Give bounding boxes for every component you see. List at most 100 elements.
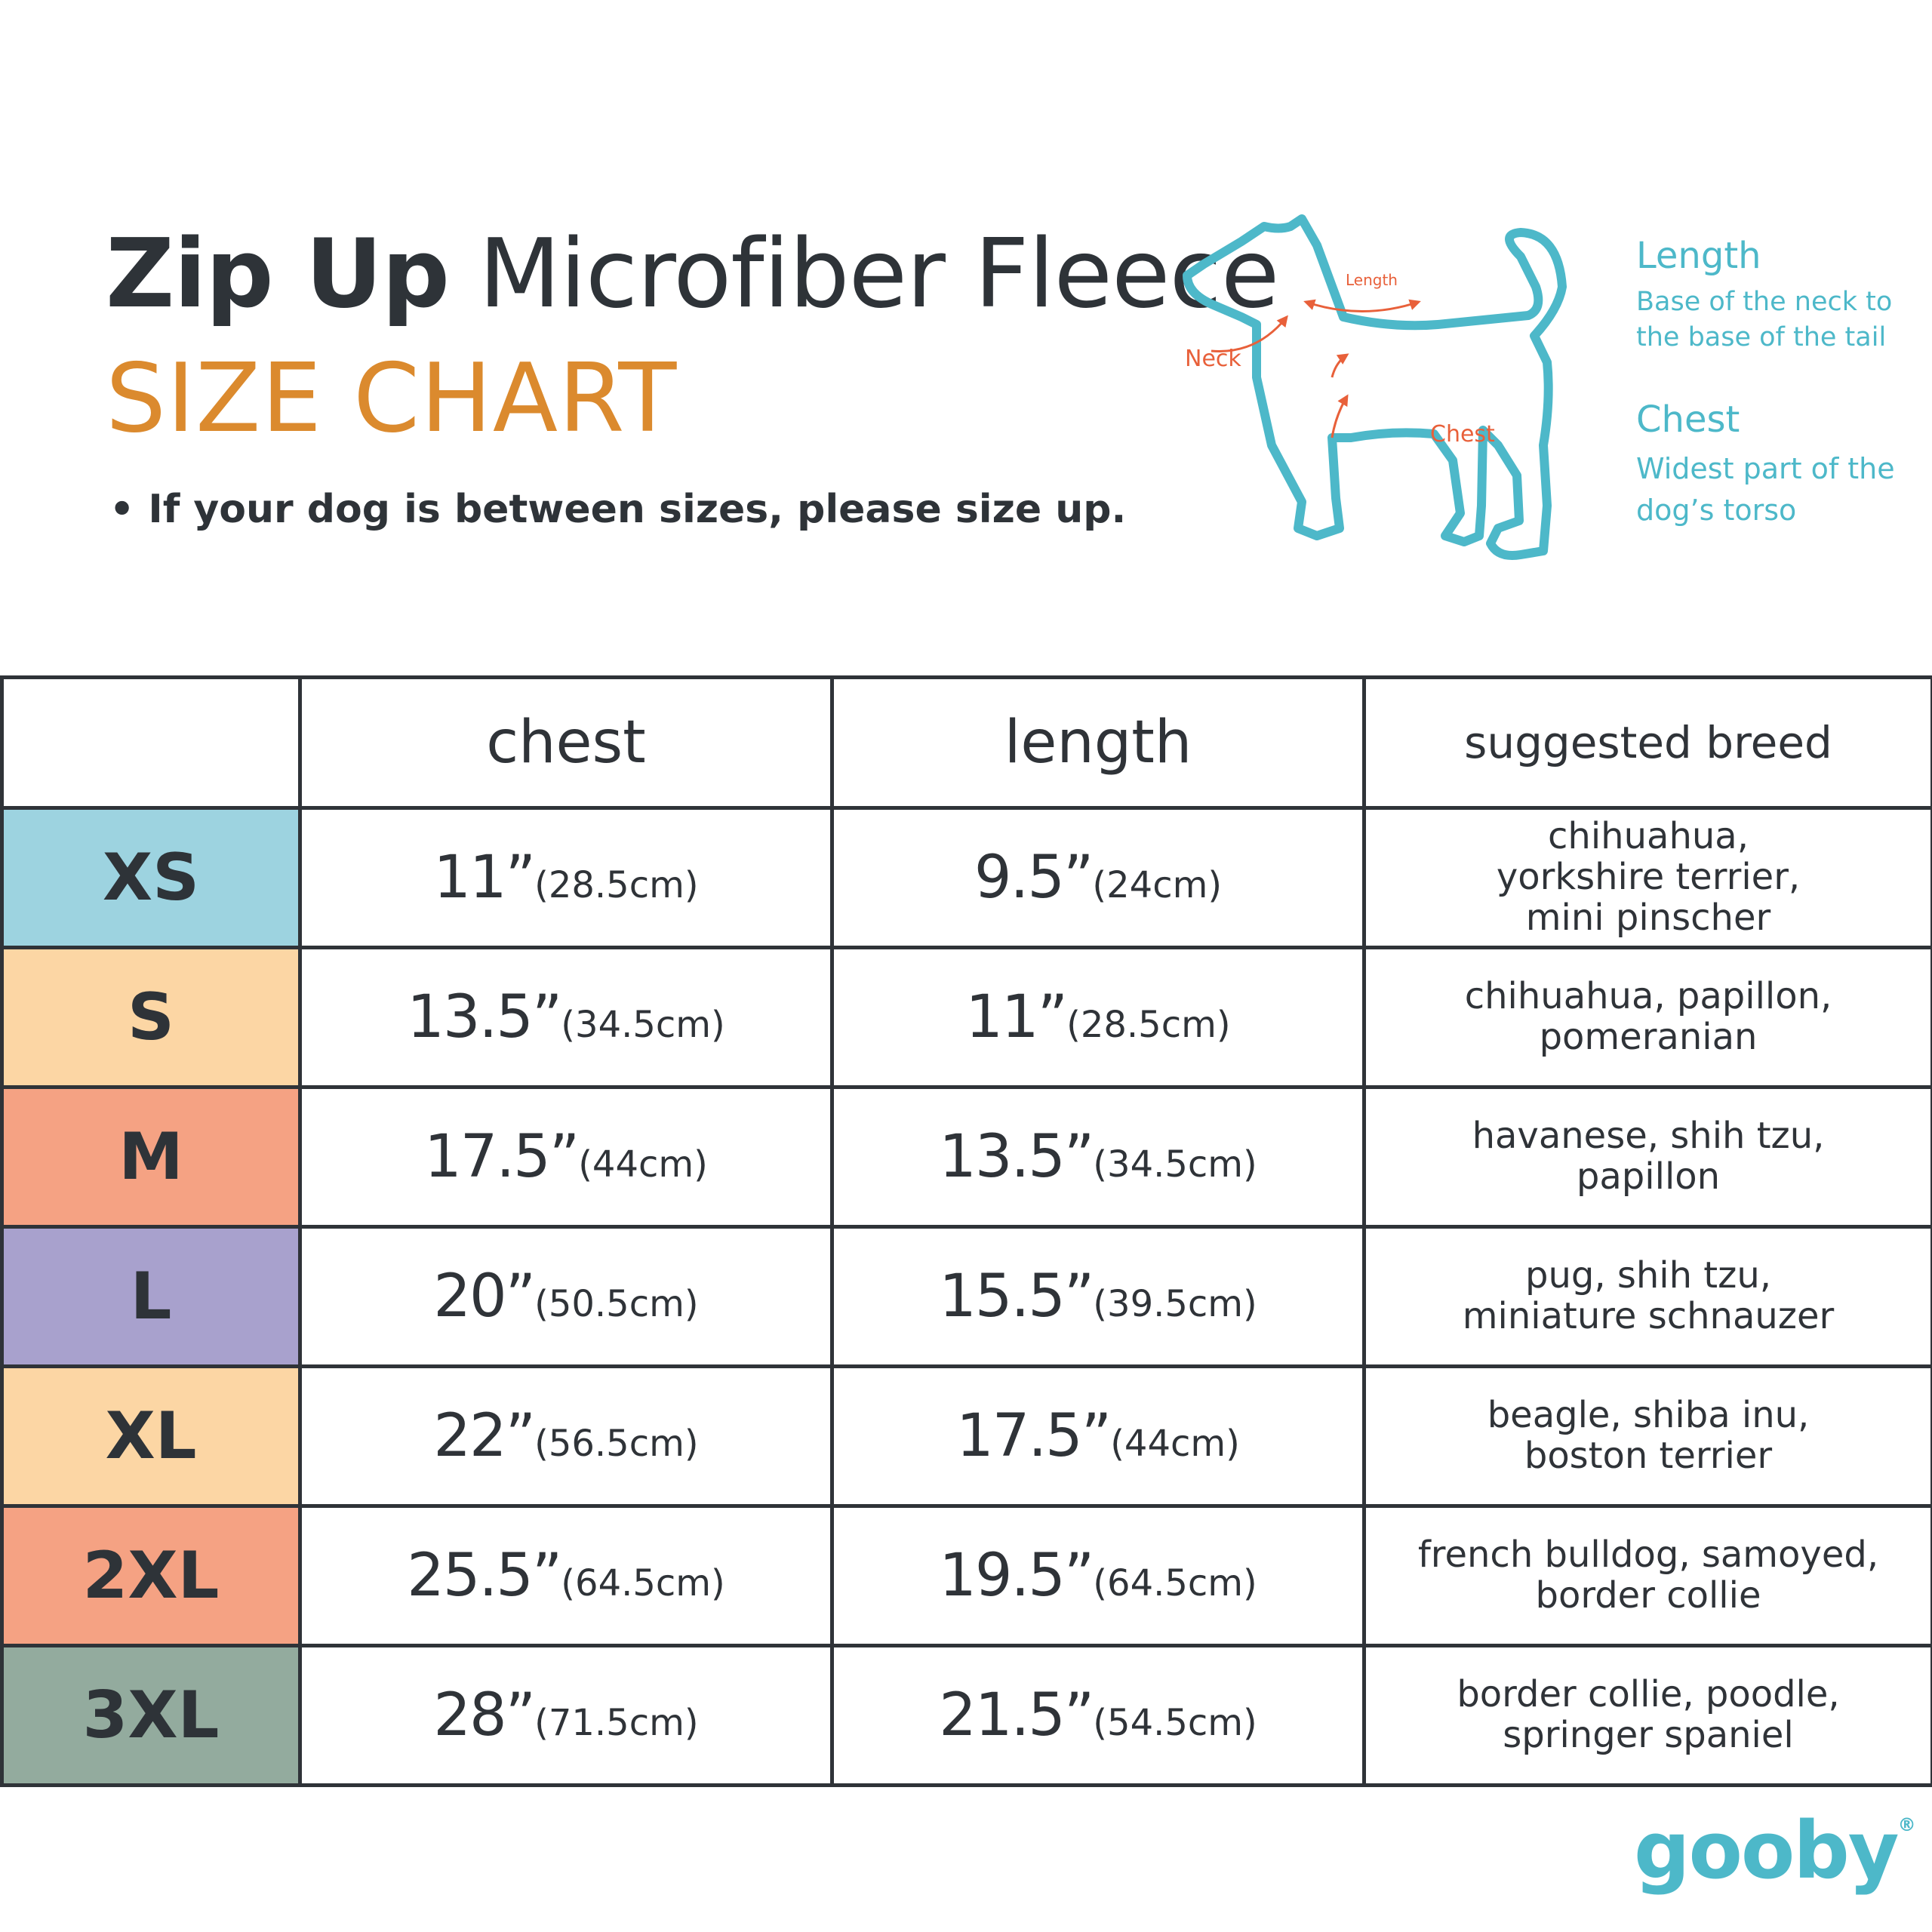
length-centimeters: (34.5cm) — [1093, 1143, 1257, 1186]
breed-cell: chihuahua, yorkshire terrier, mini pinsche… — [1362, 806, 1932, 949]
chest-cell: 17.5”(44cm) — [298, 1085, 834, 1229]
length-centimeters: (24cm) — [1092, 864, 1223, 906]
length-cell: 9.5”(24cm) — [830, 806, 1366, 949]
breed-line: mini pinscher — [1525, 896, 1771, 939]
chest-measurement: 17.5”(44cm) — [424, 1123, 708, 1191]
chest-centimeters: (44cm) — [578, 1143, 708, 1186]
legend-chest-title: Chest — [1636, 398, 1740, 441]
length-measurement: 11”(28.5cm) — [965, 983, 1230, 1051]
chest-inches: 25.5” — [407, 1542, 562, 1610]
chest-measurement: 13.5”(34.5cm) — [407, 983, 725, 1051]
length-inches: 11” — [965, 983, 1068, 1051]
size-label: 2XL — [0, 1504, 302, 1647]
header-size — [0, 675, 302, 810]
table-row: 3XL 28”(71.5cm) 21.5”(54.5cm) border collie… — [0, 1644, 1932, 1787]
length-inches: 9.5” — [974, 844, 1094, 912]
legend-chest-description: Widest part of the dog’s torso — [1636, 452, 1895, 528]
table-header-row: chest length suggested breed — [0, 675, 1932, 810]
header-breed: suggested breed — [1362, 675, 1932, 810]
length-measurement: 17.5”(44cm) — [956, 1402, 1240, 1470]
length-cell: 11”(28.5cm) — [830, 946, 1366, 1089]
chest-inches: 20” — [433, 1263, 536, 1331]
neck-arrow — [1211, 315, 1288, 352]
length-centimeters: (64.5cm) — [1093, 1562, 1257, 1604]
length-inches: 17.5” — [956, 1402, 1112, 1470]
chest-cell: 20”(50.5cm) — [298, 1225, 834, 1368]
length-centimeters: (28.5cm) — [1066, 1004, 1231, 1046]
diagram-label-length: Length — [1346, 271, 1398, 289]
chest-cell: 13.5”(34.5cm) — [298, 946, 834, 1089]
breed-line: border collie — [1535, 1574, 1761, 1617]
breed-line: chihuahua, — [1548, 815, 1749, 858]
length-centimeters: (39.5cm) — [1093, 1283, 1257, 1325]
size-label: S — [0, 946, 302, 1089]
diagram-label-chest: Chest — [1430, 421, 1495, 448]
breed-line: boston terrier — [1524, 1435, 1773, 1477]
length-inches: 19.5” — [939, 1542, 1094, 1610]
length-measurement: 21.5”(54.5cm) — [939, 1681, 1257, 1749]
breed-line: yorkshire terrier, — [1496, 856, 1801, 899]
breed-line: chihuahua, papillon, — [1464, 975, 1832, 1018]
length-measurement: 15.5”(39.5cm) — [939, 1263, 1257, 1331]
logo-text: gooby — [1634, 1804, 1900, 1897]
breed-line: pomeranian — [1539, 1016, 1758, 1058]
length-inches: 21.5” — [939, 1681, 1094, 1749]
chest-inches: 11” — [433, 844, 536, 912]
breed-line: border collie, poodle, — [1457, 1673, 1840, 1716]
length-measurement: 9.5”(24cm) — [974, 844, 1222, 912]
breed-line: havanese, shih tzu, — [1472, 1115, 1825, 1158]
length-arrow — [1303, 299, 1421, 312]
breed-line: papillon — [1576, 1155, 1721, 1198]
length-cell: 15.5”(39.5cm) — [830, 1225, 1366, 1368]
title-bold: Zip Up — [106, 218, 450, 329]
size-label: 3XL — [0, 1644, 302, 1787]
chest-centimeters: (64.5cm) — [561, 1562, 725, 1604]
chest-measurement: 20”(50.5cm) — [433, 1263, 698, 1331]
breed-line: french bulldog, samoyed, — [1417, 1534, 1879, 1577]
chest-inches: 17.5” — [424, 1123, 580, 1191]
table-row: XS 11”(28.5cm) 9.5”(24cm) chihuahua, yorkshi… — [0, 806, 1932, 949]
registered-mark: ® — [1897, 1814, 1916, 1835]
header-length: length — [830, 675, 1366, 810]
chest-cell: 11”(28.5cm) — [298, 806, 834, 949]
size-label: XL — [0, 1364, 302, 1508]
breed-cell: beagle, shiba inu, boston terrier — [1362, 1364, 1932, 1508]
table-row: S 13.5”(34.5cm) 11”(28.5cm) chihuahua, papi… — [0, 946, 1932, 1089]
diagram-label-neck: Neck — [1185, 346, 1241, 372]
table-row: XL 22”(56.5cm) 17.5”(44cm) beagle, shiba in… — [0, 1364, 1932, 1508]
breed-cell: border collie, poodle, springer spaniel — [1362, 1644, 1932, 1787]
length-inches: 15.5” — [939, 1263, 1094, 1331]
chest-centimeters: (71.5cm) — [534, 1702, 699, 1744]
breed-line: miniature schnauzer — [1462, 1295, 1835, 1337]
length-cell: 17.5”(44cm) — [830, 1364, 1366, 1508]
chest-centimeters: (50.5cm) — [534, 1283, 699, 1325]
length-measurement: 13.5”(34.5cm) — [939, 1123, 1257, 1191]
chest-inches: 13.5” — [407, 983, 562, 1051]
breed-cell: havanese, shih tzu, papillon — [1362, 1085, 1932, 1229]
table-row: 2XL 25.5”(64.5cm) 19.5”(64.5cm) french bull… — [0, 1504, 1932, 1647]
page-title: Zip Up Microfiber Fleece — [106, 226, 1279, 321]
size-chart-heading: SIZE CHART — [106, 343, 678, 454]
legend-chest: Chest Widest part of the dog’s torso — [1636, 401, 1915, 531]
chest-centimeters: (56.5cm) — [534, 1423, 699, 1465]
breed-line: beagle, shiba inu, — [1487, 1394, 1810, 1437]
legend-length: Length Base of the neck to the base of t… — [1636, 238, 1915, 356]
chest-measurement: 22”(56.5cm) — [433, 1402, 698, 1470]
table-row: M 17.5”(44cm) 13.5”(34.5cm) havanese, shih … — [0, 1085, 1932, 1229]
title-light: Microfiber Fleece — [478, 218, 1279, 329]
legend-length-title: Length — [1636, 235, 1761, 277]
dog-outline — [1183, 214, 1567, 560]
chest-cell: 28”(71.5cm) — [298, 1644, 834, 1787]
gooby-logo: gooby® — [1634, 1811, 1916, 1890]
header-chest: chest — [298, 675, 834, 810]
breed-cell: pug, shih tzu, miniature schnauzer — [1362, 1225, 1932, 1368]
chest-measurement: 28”(71.5cm) — [433, 1681, 698, 1749]
size-label: M — [0, 1085, 302, 1229]
size-chart-table: chest length suggested breed XS 11”(28.5c… — [0, 675, 1932, 1787]
breed-cell: chihuahua, papillon, pomeranian — [1362, 946, 1932, 1089]
size-label: L — [0, 1225, 302, 1368]
chest-centimeters: (34.5cm) — [561, 1004, 725, 1046]
chest-inches: 28” — [433, 1681, 536, 1749]
dog-measurement-diagram: Neck Chest Length — [1183, 214, 1567, 560]
breed-cell: french bulldog, samoyed, border collie — [1362, 1504, 1932, 1647]
